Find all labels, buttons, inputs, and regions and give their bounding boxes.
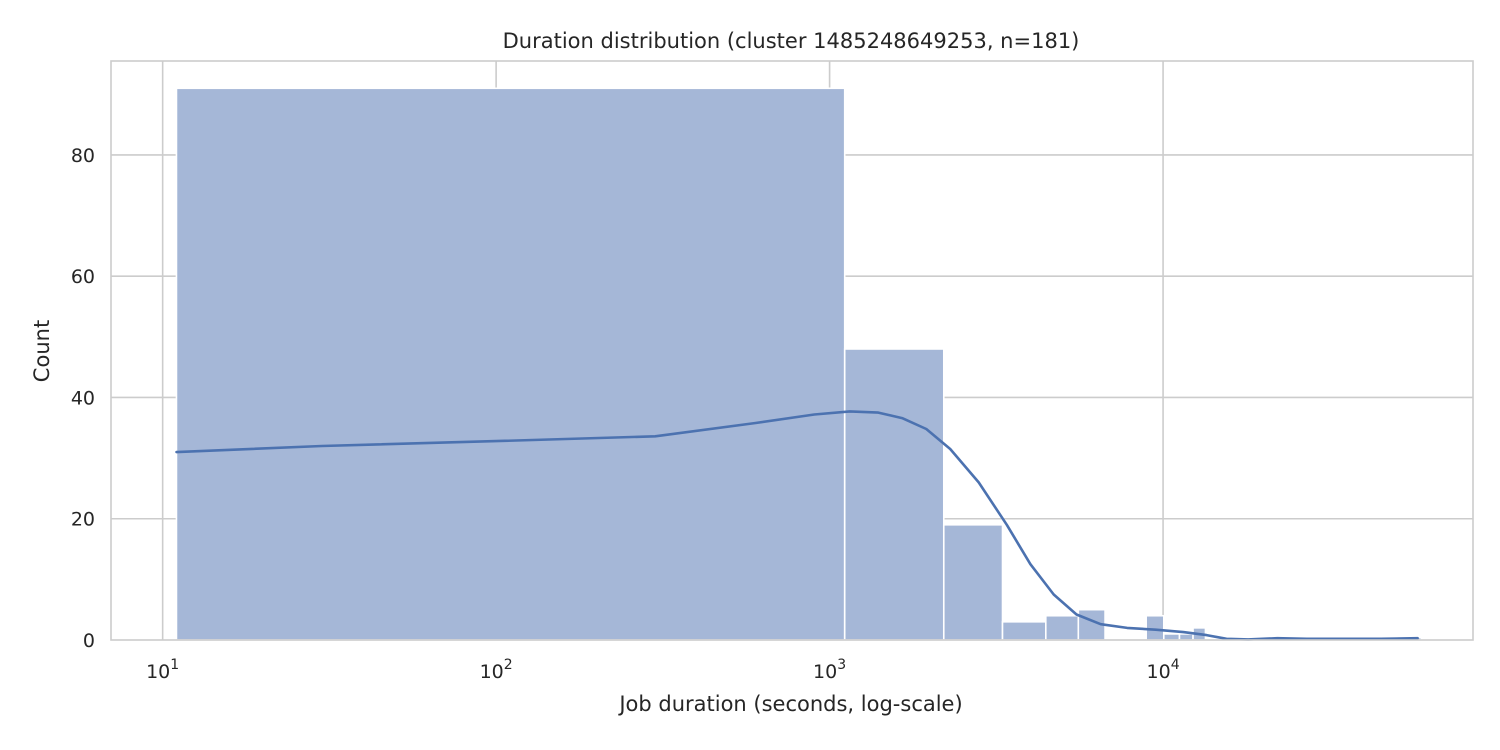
histogram-bar-3 <box>1001 621 1047 641</box>
histogram-bar-8 <box>1162 633 1181 641</box>
histogram-bars <box>175 87 1423 641</box>
y-axis-label: Count <box>30 320 54 382</box>
y-tick-label-40: 40 <box>71 387 95 409</box>
y-tick-label-60: 60 <box>71 266 95 288</box>
x-tick-label-10: 101 <box>146 657 179 683</box>
kde-density-line <box>175 410 1419 641</box>
chart-title: Duration distribution (cluster 148524864… <box>503 29 1080 53</box>
histogram-bar-1 <box>843 348 945 641</box>
x-axis-ticks: 101 102 103 104 <box>146 657 1180 683</box>
x-tick-label-1000: 103 <box>813 657 846 683</box>
histogram-bar-9 <box>1178 633 1194 641</box>
histogram-bar-4 <box>1045 614 1080 641</box>
y-tick-label-0: 0 <box>83 630 95 652</box>
histogram-bar-0 <box>175 87 846 641</box>
histogram-bar-7 <box>1145 614 1165 641</box>
y-tick-label-80: 80 <box>71 145 95 167</box>
histogram-bar-2 <box>942 524 1004 641</box>
x-tick-label-10000: 104 <box>1147 657 1180 683</box>
x-tick-label-100: 102 <box>480 657 513 683</box>
y-tick-label-20: 20 <box>71 509 95 531</box>
x-axis-label: Job duration (seconds, log-scale) <box>617 692 962 716</box>
plot-frame <box>110 60 1474 641</box>
y-axis-ticks: 0 20 40 60 80 <box>71 145 95 652</box>
